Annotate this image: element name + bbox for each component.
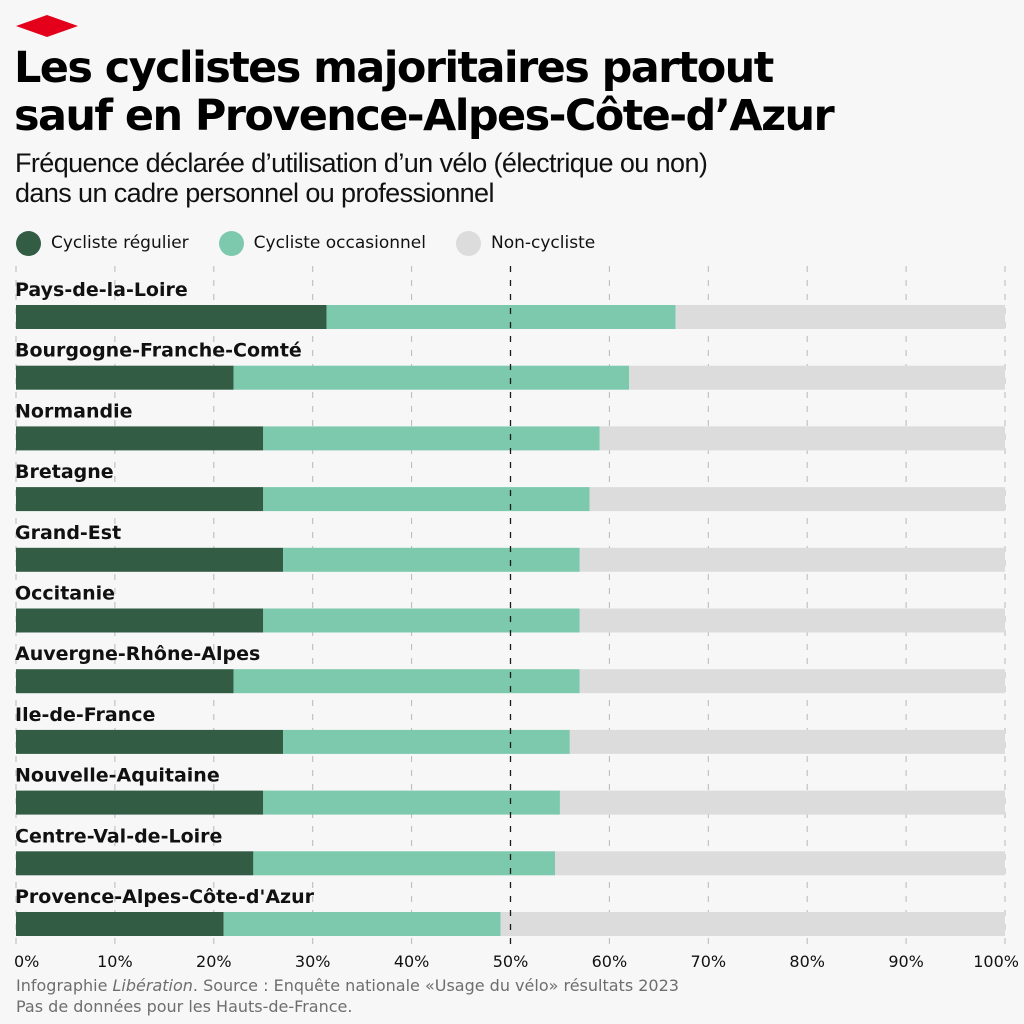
row-label: Provence-Alpes-Côte-d'Azur (15, 886, 315, 908)
bar-segment-non-cyclist (579, 608, 1005, 633)
row-label: Centre-Val-de-Loire (15, 825, 222, 847)
row-label: Bourgogne-Franche-Comté (15, 340, 302, 362)
legend-label-regular: Cycliste régulier (51, 233, 189, 253)
bar-segment-regular (16, 669, 234, 694)
title-line-1: Les cyclistes majoritaires partout (14, 43, 774, 93)
x-tick-label: 60% (592, 952, 628, 971)
bar-segment-regular (16, 729, 284, 754)
bar-segment-regular (16, 487, 264, 512)
legend-swatch-non-cyclist (456, 230, 481, 256)
bar-segment-regular (16, 790, 264, 815)
bar-segment-occasional (263, 790, 560, 815)
subtitle-line-2: dans un cadre personnel ou professionnel (15, 178, 494, 208)
legend-swatch-regular (16, 230, 41, 256)
row-label: Auvergne-Rhône-Alpes (15, 643, 260, 665)
x-tick-label: 10% (97, 952, 133, 971)
bar-segment-non-cyclist (555, 851, 1005, 876)
row-labels: Pays-de-la-Loire Bourgogne-Franche-Comté N… (15, 279, 315, 908)
bar-segment-regular (16, 426, 264, 451)
bar-segment-occasional (263, 487, 590, 512)
bar-segment-regular (16, 608, 264, 633)
chart-legend: Cycliste régulier Cycliste occasionnel N… (16, 230, 625, 256)
bar-segment-non-cyclist (500, 912, 1005, 936)
bar-segment-regular (16, 365, 234, 390)
bar-segment-occasional (233, 669, 580, 694)
bar-segment-non-cyclist (579, 669, 1005, 694)
x-tick-label: 80% (789, 952, 825, 971)
row-label: Ile-de-France (15, 704, 155, 726)
bar-segment-occasional (283, 547, 580, 572)
bar-segment-occasional (263, 426, 600, 451)
bar-segment-non-cyclist (599, 426, 1005, 451)
credit-brand: Libération (112, 976, 193, 995)
row-label: Pays-de-la-Loire (15, 279, 188, 301)
x-tick-label: 40% (394, 952, 430, 971)
row-label: Grand-Est (15, 522, 121, 544)
bar-segment-regular (16, 305, 327, 329)
x-tick-label: 100% (973, 952, 1019, 971)
row-label: Nouvelle-Aquitaine (15, 765, 220, 787)
chart-footer: Infographie Libération. Source : Enquête… (16, 975, 679, 1017)
subtitle-line-1: Fréquence déclarée d’utilisation d’un vé… (15, 148, 708, 178)
legend-swatch-occasional (218, 230, 244, 256)
x-tick-label: 0% (14, 952, 39, 971)
credit-prefix: Infographie (16, 976, 113, 995)
bar-segment-occasional (283, 729, 570, 754)
bar-segment-occasional (263, 608, 580, 633)
legend-item-regular: Cycliste régulier (16, 230, 189, 256)
bar-segment-non-cyclist (559, 790, 1005, 815)
row-label: Occitanie (15, 583, 115, 605)
data-note: Pas de données pour les Hauts-de-France. (16, 997, 353, 1016)
bar-segment-non-cyclist (579, 547, 1005, 572)
legend-label-non-cyclist: Non-cycliste (491, 233, 596, 253)
bar-segment-occasional (233, 365, 630, 390)
chart-title: Les cyclistes majoritaires partout sauf … (14, 44, 1014, 140)
bar-segment-regular (16, 912, 224, 936)
bar-segment-non-cyclist (675, 305, 1005, 329)
bars (16, 305, 1005, 936)
x-tick-label: 70% (691, 952, 727, 971)
bar-segment-non-cyclist (569, 729, 1005, 754)
bar-segment-non-cyclist (629, 365, 1005, 390)
bar-segment-regular (16, 851, 254, 876)
legend-item-occasional: Cycliste occasionnel (218, 230, 426, 256)
title-line-2: sauf en Provence-Alpes-Côte-d’Azur (14, 91, 835, 141)
legend-item-non-cyclist: Non-cycliste (456, 230, 596, 256)
x-axis-tick-labels: 0% 10% 20% 30% 40% 50% 60% 70% 80% 90% 100% (14, 952, 1019, 971)
x-tick-label: 90% (888, 952, 924, 971)
source-credit: Infographie Libération. Source : Enquête… (16, 975, 679, 996)
bar-segment-occasional (253, 851, 556, 876)
row-label: Normandie (15, 400, 132, 422)
x-tick-label: 20% (196, 952, 232, 971)
legend-label-occasional: Cycliste occasionnel (253, 233, 426, 253)
x-tick-label: 30% (295, 952, 331, 971)
row-label: Bretagne (15, 461, 114, 483)
bar-segment-occasional (326, 305, 676, 329)
chart-subtitle: Fréquence déclarée d’utilisation d’un vé… (15, 148, 1015, 208)
bar-segment-regular (16, 547, 284, 572)
bar-segment-occasional (223, 912, 501, 936)
bar-segment-non-cyclist (589, 487, 1005, 512)
x-tick-label: 50% (493, 952, 529, 971)
credit-source: . Source : Enquête nationale «Usage du v… (192, 976, 679, 995)
red-diamond-logo-icon (16, 15, 78, 37)
